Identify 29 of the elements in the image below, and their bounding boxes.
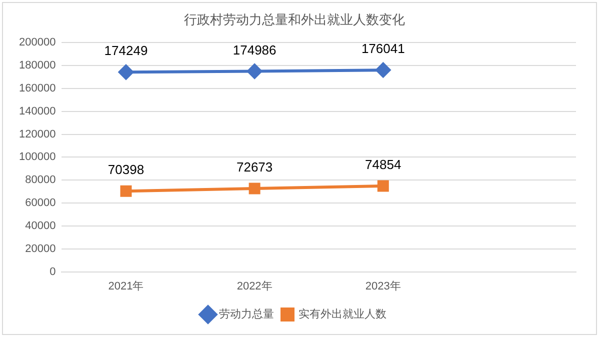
y-tick-label: 80000 (25, 174, 56, 186)
y-tick-label: 60000 (25, 197, 56, 210)
x-tick-label: 2022年 (236, 280, 272, 292)
y-tick-label: 200000 (18, 36, 56, 49)
chart-title: 行政村劳动力总量和外出就业人数变化 (184, 13, 405, 28)
point (120, 185, 132, 197)
data-label: 72673 (236, 160, 273, 175)
point (248, 182, 260, 194)
y-tick-label: 140000 (18, 105, 56, 118)
data-label: 74854 (365, 157, 402, 172)
y-tick-label: 100000 (18, 151, 56, 164)
data-label: 174249 (104, 43, 148, 58)
point (247, 64, 262, 79)
y-tick-label: 0 (50, 266, 56, 278)
y-tick-label: 160000 (18, 82, 56, 94)
y-tick-label: 20000 (25, 242, 56, 255)
data-label: 174986 (232, 42, 276, 58)
point (376, 62, 391, 78)
point (118, 64, 134, 80)
point (377, 180, 389, 192)
x-tick-label: 2023年 (365, 280, 401, 292)
data-label: 176041 (361, 41, 405, 56)
data-label: 70398 (108, 162, 144, 178)
legend-label: 实有外出就业人数 (298, 307, 386, 320)
x-tick-label: 2021年 (108, 280, 144, 292)
y-tick-label: 180000 (18, 60, 56, 72)
y-tick-label: 40000 (25, 220, 56, 232)
legend-label: 劳动力总量 (219, 307, 274, 320)
y-tick-label: 120000 (18, 128, 56, 140)
